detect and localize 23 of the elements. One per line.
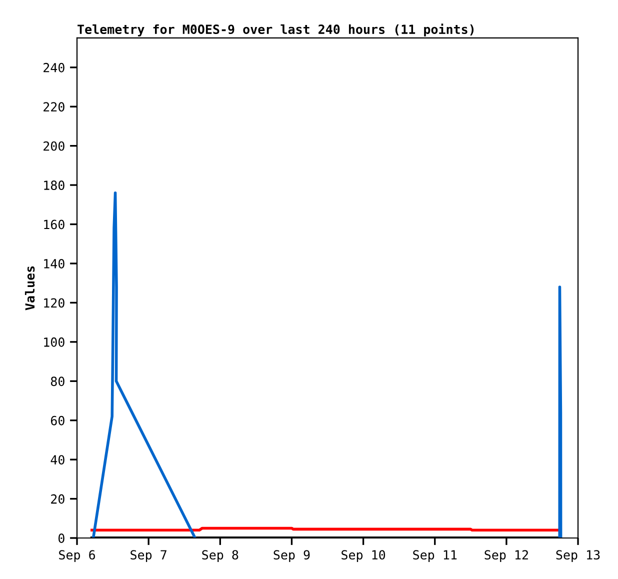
x-tick-label: Sep 9 bbox=[274, 550, 310, 562]
y-axis-title: Values bbox=[24, 266, 35, 310]
y-tick-label: 160 bbox=[44, 220, 64, 230]
y-tick-label: 200 bbox=[44, 141, 64, 151]
y-tick-label: 240 bbox=[44, 62, 64, 72]
x-tick-label: Sep 8 bbox=[202, 550, 238, 562]
y-tick-label: 140 bbox=[44, 258, 64, 268]
x-tick-label: Sep 12 bbox=[484, 550, 528, 562]
x-tick-label: Sep 13 bbox=[556, 550, 600, 562]
y-tick-label: 80 bbox=[50, 376, 64, 386]
y-tick-label: 120 bbox=[44, 298, 64, 308]
x-tick-label: Sep 6 bbox=[59, 550, 96, 562]
x-tick-label: Sep 10 bbox=[342, 550, 386, 562]
y-tick-label: 40 bbox=[50, 455, 64, 465]
y-tick-label: 60 bbox=[50, 416, 64, 426]
x-tick-label: Sep 11 bbox=[413, 550, 457, 562]
x-tick-label: Sep 7 bbox=[130, 550, 166, 562]
y-tick-label: 20 bbox=[51, 494, 64, 504]
y-tick-label: 180 bbox=[44, 180, 64, 190]
y-tick-label: 100 bbox=[44, 337, 64, 347]
y-tick-label: 220 bbox=[44, 102, 64, 112]
chart-title: Telemetry for M0OES-9 over last 240 hours (11 points) bbox=[78, 24, 474, 36]
y-tick-label: 0 bbox=[58, 534, 64, 543]
